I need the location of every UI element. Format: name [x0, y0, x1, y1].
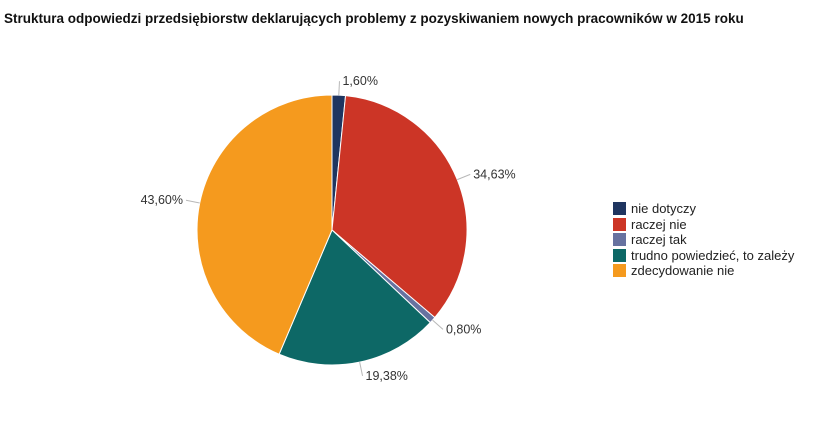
legend-item-0: nie dotyczy: [613, 201, 794, 217]
legend-label-1: raczej nie: [631, 216, 687, 232]
legend-label-0: nie dotyczy: [631, 201, 697, 217]
legend-item-4: zdecydowanie nie: [613, 263, 794, 279]
legend-swatch-4: [613, 264, 626, 278]
slice-connector-4: [185, 199, 200, 204]
legend-swatch-2: [613, 233, 626, 247]
legend-item-2: raczej tak: [613, 232, 794, 248]
chart-title: Struktura odpowiedzi przedsiębiorstw dek…: [4, 11, 744, 26]
slice-label-3: 19,38%: [366, 369, 408, 383]
legend-swatch-1: [613, 217, 626, 231]
slice-connector-3: [359, 362, 364, 376]
legend-label-4: zdecydowanie nie: [631, 263, 735, 279]
legend-swatch-0: [613, 202, 626, 216]
pie-slice-1: [331, 95, 468, 319]
pie-slice-3: [278, 229, 431, 366]
slice-connector-1: [457, 173, 471, 181]
slice-connector-0: [338, 81, 340, 96]
legend-label-3: trudno powiedzieć, to zależy: [631, 247, 795, 263]
legend-swatch-3: [613, 248, 626, 262]
slice-label-4: 43,60%: [141, 193, 183, 207]
legend-item-3: trudno powiedzieć, to zależy: [613, 248, 794, 264]
slice-label-2: 0,80%: [446, 322, 481, 336]
legend-label-2: raczej tak: [631, 232, 687, 248]
slice-connector-2: [432, 319, 444, 330]
slice-label-0: 1,60%: [342, 74, 377, 88]
chart-legend: nie dotyczy raczej nie raczej tak trudno po…: [613, 201, 794, 279]
pie-slice-4: [196, 94, 333, 355]
legend-item-1: raczej nie: [613, 217, 794, 233]
slice-label-1: 34,63%: [473, 167, 515, 181]
